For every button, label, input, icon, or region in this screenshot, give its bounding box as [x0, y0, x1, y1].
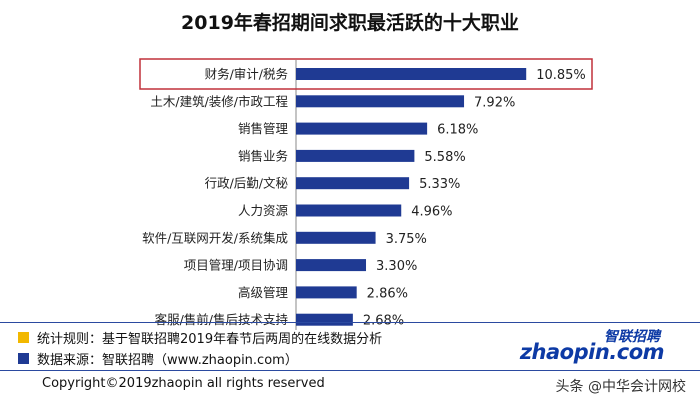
category-label: 销售业务	[238, 148, 288, 163]
legend-swatch-blue	[18, 353, 29, 364]
bar	[296, 259, 367, 272]
note-source-text: 数据来源：智联招聘（www.zhaopin.com）	[37, 353, 298, 368]
value-label: 3.75%	[386, 232, 427, 247]
note-rule-text: 统计规则：基于智联招聘2019年春节后两周的在线数据分析	[37, 332, 383, 347]
category-label: 行政/后勤/文秘	[205, 176, 289, 191]
bar	[296, 204, 402, 217]
category-label: 高级管理	[238, 285, 289, 300]
category-label: 土木/建筑/装修/市政工程	[150, 94, 288, 109]
bar	[296, 68, 527, 80]
copyright-text: Copyright©2019zhaopin all rights reserve…	[42, 376, 325, 391]
legend-swatch-yellow	[18, 332, 29, 343]
note-source: 数据来源：智联招聘（www.zhaopin.com）	[18, 349, 298, 368]
value-label: 4.96%	[411, 205, 452, 220]
bar	[296, 231, 376, 244]
note-rule: 统计规则：基于智联招聘2019年春节后两周的在线数据分析	[18, 328, 382, 347]
category-label: 项目管理/项目协调	[184, 258, 288, 273]
bar	[296, 149, 415, 162]
category-label: 销售管理	[238, 121, 289, 136]
value-label: 5.58%	[424, 150, 465, 165]
category-label: 软件/互联网开发/系统集成	[142, 230, 288, 245]
divider-top	[0, 322, 700, 323]
value-label: 2.86%	[367, 286, 408, 301]
bar	[296, 286, 357, 299]
value-label: 10.85%	[536, 68, 586, 83]
bar	[296, 177, 410, 190]
bar	[296, 122, 428, 135]
bar-chart: 财务/审计/税务 10.85% 土木/建筑/装修/市政工程 7.92% 销售管理 6.18…	[139, 58, 593, 330]
watermark-text: 头条 @中华会计网校	[555, 379, 686, 395]
bar	[296, 313, 353, 326]
category-label: 客服/售前/售后技术支持	[155, 312, 288, 327]
value-label: 5.33%	[419, 177, 460, 192]
highlight-box	[139, 58, 593, 90]
logo-cn: 智联招聘	[604, 329, 660, 345]
value-label: 3.30%	[376, 259, 417, 274]
category-label: 人力资源	[238, 203, 289, 218]
category-label: 财务/审计/税务	[205, 67, 288, 82]
logo-en: zhaopin.com	[519, 340, 665, 364]
chart-title: 2019年春招期间求职最活跃的十大职业	[181, 12, 519, 34]
divider-bottom	[0, 370, 700, 371]
zhaopin-logo: 智联招聘 zhaopin.com	[520, 326, 670, 366]
value-label: 7.92%	[474, 95, 515, 110]
bar	[296, 95, 465, 108]
value-label: 6.18%	[437, 123, 478, 138]
value-label: 2.68%	[363, 314, 404, 329]
